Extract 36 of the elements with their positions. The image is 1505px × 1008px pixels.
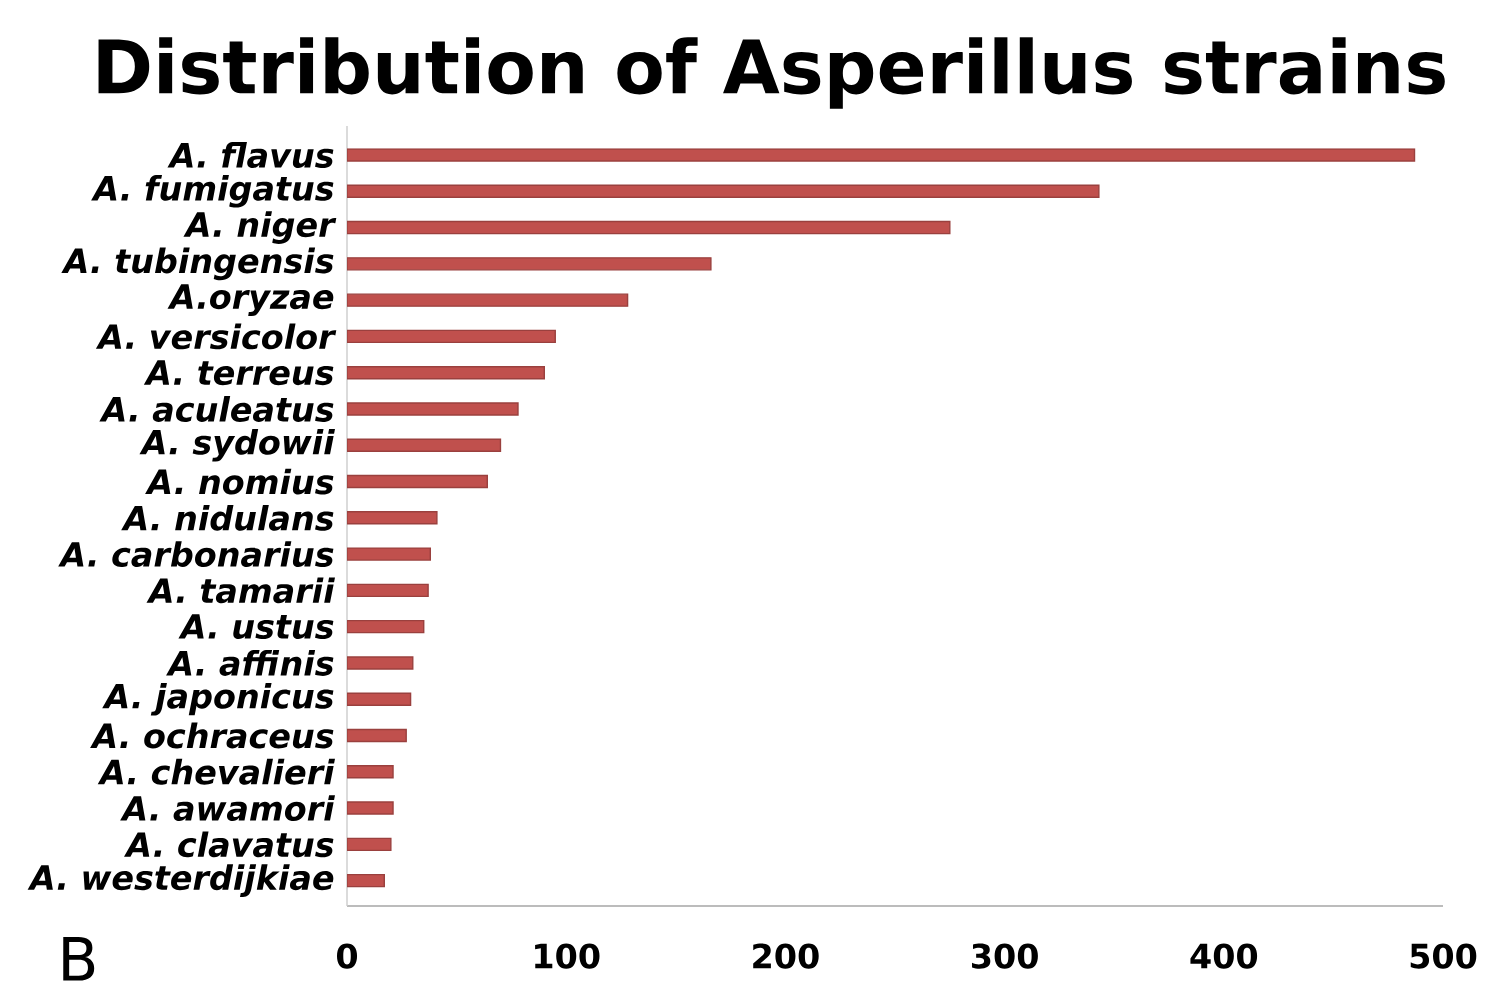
x-tick-label: 500 [1410, 943, 1477, 969]
y-tick-label: A. niger [183, 211, 337, 244]
y-tick-label: A. awamori [120, 795, 335, 821]
bar [347, 220, 951, 235]
y-tick-label: A.oryzae [167, 284, 334, 316]
bar [347, 438, 502, 452]
y-tick-label: A. flavus [167, 142, 334, 168]
y-tick-label: A. aculeatus [99, 396, 334, 422]
x-tick-label: 400 [1190, 943, 1258, 969]
y-tick-label: A. affinis [166, 650, 334, 676]
y-tick-label: A. ochraceus [90, 722, 334, 749]
y-tick-label: A. japonicus [102, 682, 334, 716]
y-tick-label: A. ustus [178, 614, 334, 640]
y-tick-label: A. nidulans [121, 504, 334, 531]
x-tick-label: 0 [336, 943, 358, 969]
y-tick-label: A. clavatus [124, 831, 334, 858]
bar [347, 184, 1100, 199]
y-tick-label: A. versicolor [95, 323, 337, 350]
y-tick-label: A. nomius [145, 468, 334, 495]
bar [347, 365, 545, 380]
y-tick-label: A. carbonarius [58, 541, 334, 568]
x-tick-label: 100 [535, 943, 600, 969]
y-tick-label: A. chevalieri [97, 758, 335, 785]
y-tick-label: A. tubingensis [61, 247, 334, 281]
y-tick-label: A. tamarii [146, 577, 335, 604]
x-tick-label: 300 [972, 943, 1038, 969]
bar [347, 474, 488, 489]
y-tick-label: A. westerdijkiae [27, 864, 334, 897]
chart-title: Distribution of Asperillus strains [98, 37, 1445, 109]
y-tick-label: A. sydowii [139, 428, 335, 462]
bar [347, 329, 556, 344]
text: B [63, 937, 95, 981]
bar [347, 619, 425, 634]
y-tick-label: A. fumigatus [91, 175, 334, 208]
y-tick-label: A. terreus [143, 360, 334, 386]
x-tick-label: 200 [753, 943, 819, 969]
